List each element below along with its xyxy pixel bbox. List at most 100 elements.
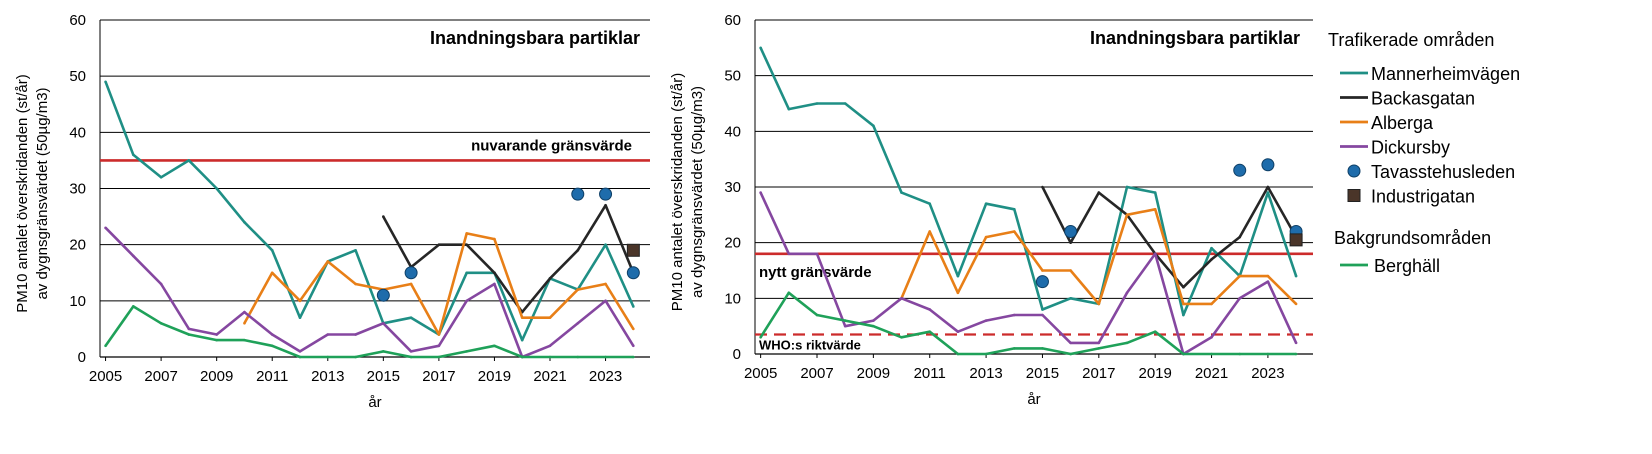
data-point-berghall	[215, 338, 218, 342]
x-tick-label: 2017	[422, 368, 455, 385]
data-point-berghall	[270, 344, 274, 348]
legend-label-berghall: Berghäll	[1374, 256, 1440, 276]
data-point-dickursby	[1069, 341, 1072, 345]
y-tick-label: 50	[724, 68, 741, 85]
data-point-mannerheimvagen	[984, 202, 988, 205]
data-point-backasgatan	[576, 248, 580, 252]
x-tick-label: 2013	[969, 365, 1002, 382]
data-point-berghall	[1294, 352, 1298, 356]
x-tick-label: 2007	[800, 365, 833, 382]
data-point-mannerheimvagen	[872, 124, 875, 128]
series-line-berghall	[104, 305, 634, 359]
data-point-mannerheimvagen	[900, 191, 903, 194]
data-point-backasgatan	[465, 243, 468, 246]
series-line-mannerheimvagen	[759, 47, 1298, 317]
data-point-dickursby	[956, 330, 960, 334]
data-point-berghall	[1210, 352, 1213, 356]
y-axis-label-line1: PM10 antalet överskridanden (st/år)	[669, 73, 686, 311]
data-point-dickursby	[354, 333, 357, 336]
data-point-berghall	[354, 355, 357, 359]
data-point-berghall	[1012, 347, 1016, 350]
data-point-alberga	[1182, 302, 1185, 306]
y-tick-label: 10	[69, 293, 86, 310]
data-point-berghall	[465, 350, 468, 353]
data-point-alberga	[520, 316, 524, 319]
data-point-berghall	[1182, 352, 1185, 356]
data-point-berghall	[409, 355, 413, 359]
data-point-berghall	[243, 338, 246, 342]
y-tick-label: 20	[724, 235, 741, 252]
legend-heading-background: Bakgrundsområden	[1334, 228, 1491, 248]
data-point-alberga	[270, 271, 274, 275]
data-point-dickursby	[1097, 341, 1101, 345]
chart-title: Inandningsbara partiklar	[1090, 28, 1300, 48]
data-point-backasgatan	[382, 215, 385, 218]
data-point-dickursby	[215, 333, 218, 336]
legend-label-dickursby: Dickursby	[1371, 138, 1450, 158]
data-point-alberga	[928, 230, 932, 233]
data-point-alberga	[1069, 269, 1072, 272]
legend-heading-traffic: Trafikerade områden	[1328, 30, 1494, 50]
x-tick-label: 2011	[914, 365, 946, 382]
data-point-alberga	[632, 327, 635, 331]
data-point-dickursby	[1266, 280, 1270, 283]
data-point-berghall	[604, 355, 607, 359]
data-point-dickursby	[843, 324, 847, 328]
x-tick-label: 2019	[478, 368, 511, 385]
data-point-dickursby	[465, 299, 468, 303]
data-point-mannerheimvagen	[354, 248, 357, 252]
data-point-mannerheimvagen	[956, 274, 960, 278]
data-point-berghall	[104, 344, 107, 348]
x-tick-label: 2005	[89, 368, 122, 385]
data-point-dickursby	[243, 310, 246, 314]
data-point-mannerheimvagen	[1125, 185, 1129, 189]
data-point-tavasstehusleden	[404, 266, 418, 280]
data-point-berghall	[159, 322, 163, 325]
data-point-berghall	[548, 355, 552, 359]
data-point-backasgatan	[493, 271, 496, 275]
data-point-mannerheimvagen	[298, 316, 302, 319]
data-point-mannerheimvagen	[1069, 297, 1072, 300]
series-line-alberga	[900, 208, 1298, 306]
data-point-alberga	[956, 291, 960, 295]
data-point-backasgatan	[1238, 235, 1242, 239]
y-tick-label: 0	[78, 349, 86, 366]
y-tick-label: 40	[69, 124, 86, 141]
x-axis-label: år	[368, 394, 381, 411]
x-tick-label: 2013	[311, 368, 344, 385]
data-point-berghall	[632, 355, 635, 359]
x-tick-label: 2017	[1082, 365, 1115, 382]
data-point-berghall	[437, 355, 441, 359]
data-point-mannerheimvagen	[409, 316, 413, 319]
y-tick-label: 50	[69, 68, 86, 85]
data-point-tavasstehusleden	[571, 187, 585, 201]
data-point-dickursby	[1012, 313, 1016, 317]
data-point-dickursby	[632, 344, 635, 348]
y-tick-label: 20	[69, 237, 86, 254]
x-tick-label: 2015	[1026, 365, 1059, 382]
data-point-mannerheimvagen	[270, 248, 274, 252]
chart-panel-1: 0 10 20 30 40 50 60 2005 2007 2009 2011 2013 2015 201…	[14, 12, 650, 411]
y-tick-label: 60	[69, 12, 86, 29]
data-point-berghall	[872, 324, 875, 328]
data-point-berghall	[1266, 352, 1270, 356]
data-point-berghall	[759, 336, 762, 339]
x-tick-label: 2007	[144, 368, 177, 385]
data-point-alberga	[1238, 274, 1242, 278]
data-point-backasgatan	[1041, 185, 1044, 189]
data-point-mannerheimvagen	[604, 243, 607, 246]
y-tick-label: 30	[724, 179, 741, 196]
legend-label-backasgatan: Backasgatan	[1371, 89, 1475, 109]
data-point-dickursby	[437, 344, 441, 348]
data-point-berghall	[1097, 347, 1101, 350]
data-point-dickursby	[759, 191, 762, 194]
data-point-dickursby	[1153, 252, 1157, 256]
data-point-dickursby	[604, 299, 607, 303]
data-point-alberga	[465, 232, 468, 235]
data-point-alberga	[604, 282, 607, 286]
data-point-alberga	[298, 299, 302, 303]
data-point-dickursby	[576, 322, 580, 325]
data-point-mannerheimvagen	[759, 46, 762, 50]
data-point-mannerheimvagen	[632, 305, 635, 308]
data-point-berghall	[787, 291, 791, 295]
